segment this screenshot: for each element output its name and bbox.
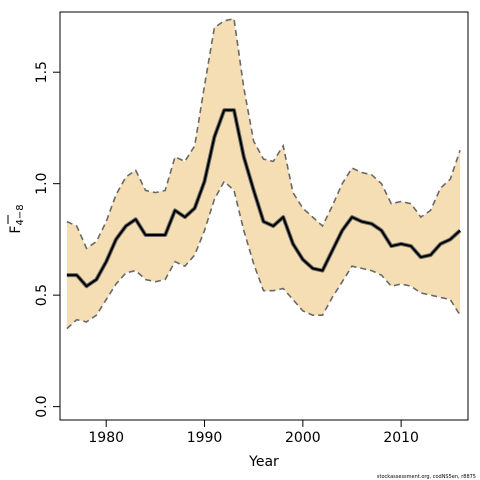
svg-text:F4−8: F4−8 [8,204,26,233]
y-tick-label: 1.5 [34,61,50,83]
x-tick-label: 2000 [285,430,321,446]
credit-text: stockassessment.org, codNS5en, r8875 [377,474,476,480]
lower-bound-line [66,180,461,330]
y-axis-title: F4−8 [7,204,26,234]
x-tick-label: 1990 [187,430,223,446]
y-axis-title-subscript: 4−8 [15,204,26,225]
y-tick-label: 0.0 [34,395,50,417]
y-tick-label: 0.5 [34,284,50,306]
x-axis-title: Year [248,454,279,470]
estimate-line [66,108,462,289]
x-axis: 1980 1990 2000 2010 [88,420,419,446]
y-axis-title-text: F [8,226,24,234]
estimate-line-path [66,109,461,288]
upper-line-path [66,17,461,250]
plot-frame [59,11,469,421]
plot-area [66,17,462,330]
x-tick-label: 1980 [88,430,124,446]
lower-line-path [66,180,461,330]
y-axis: 0.0 0.5 1.0 1.5 [34,61,60,418]
upper-bound-line [66,17,461,250]
x-tick-label: 2010 [383,430,419,446]
confidence-band [66,18,461,329]
y-tick-label: 1.0 [34,173,50,195]
